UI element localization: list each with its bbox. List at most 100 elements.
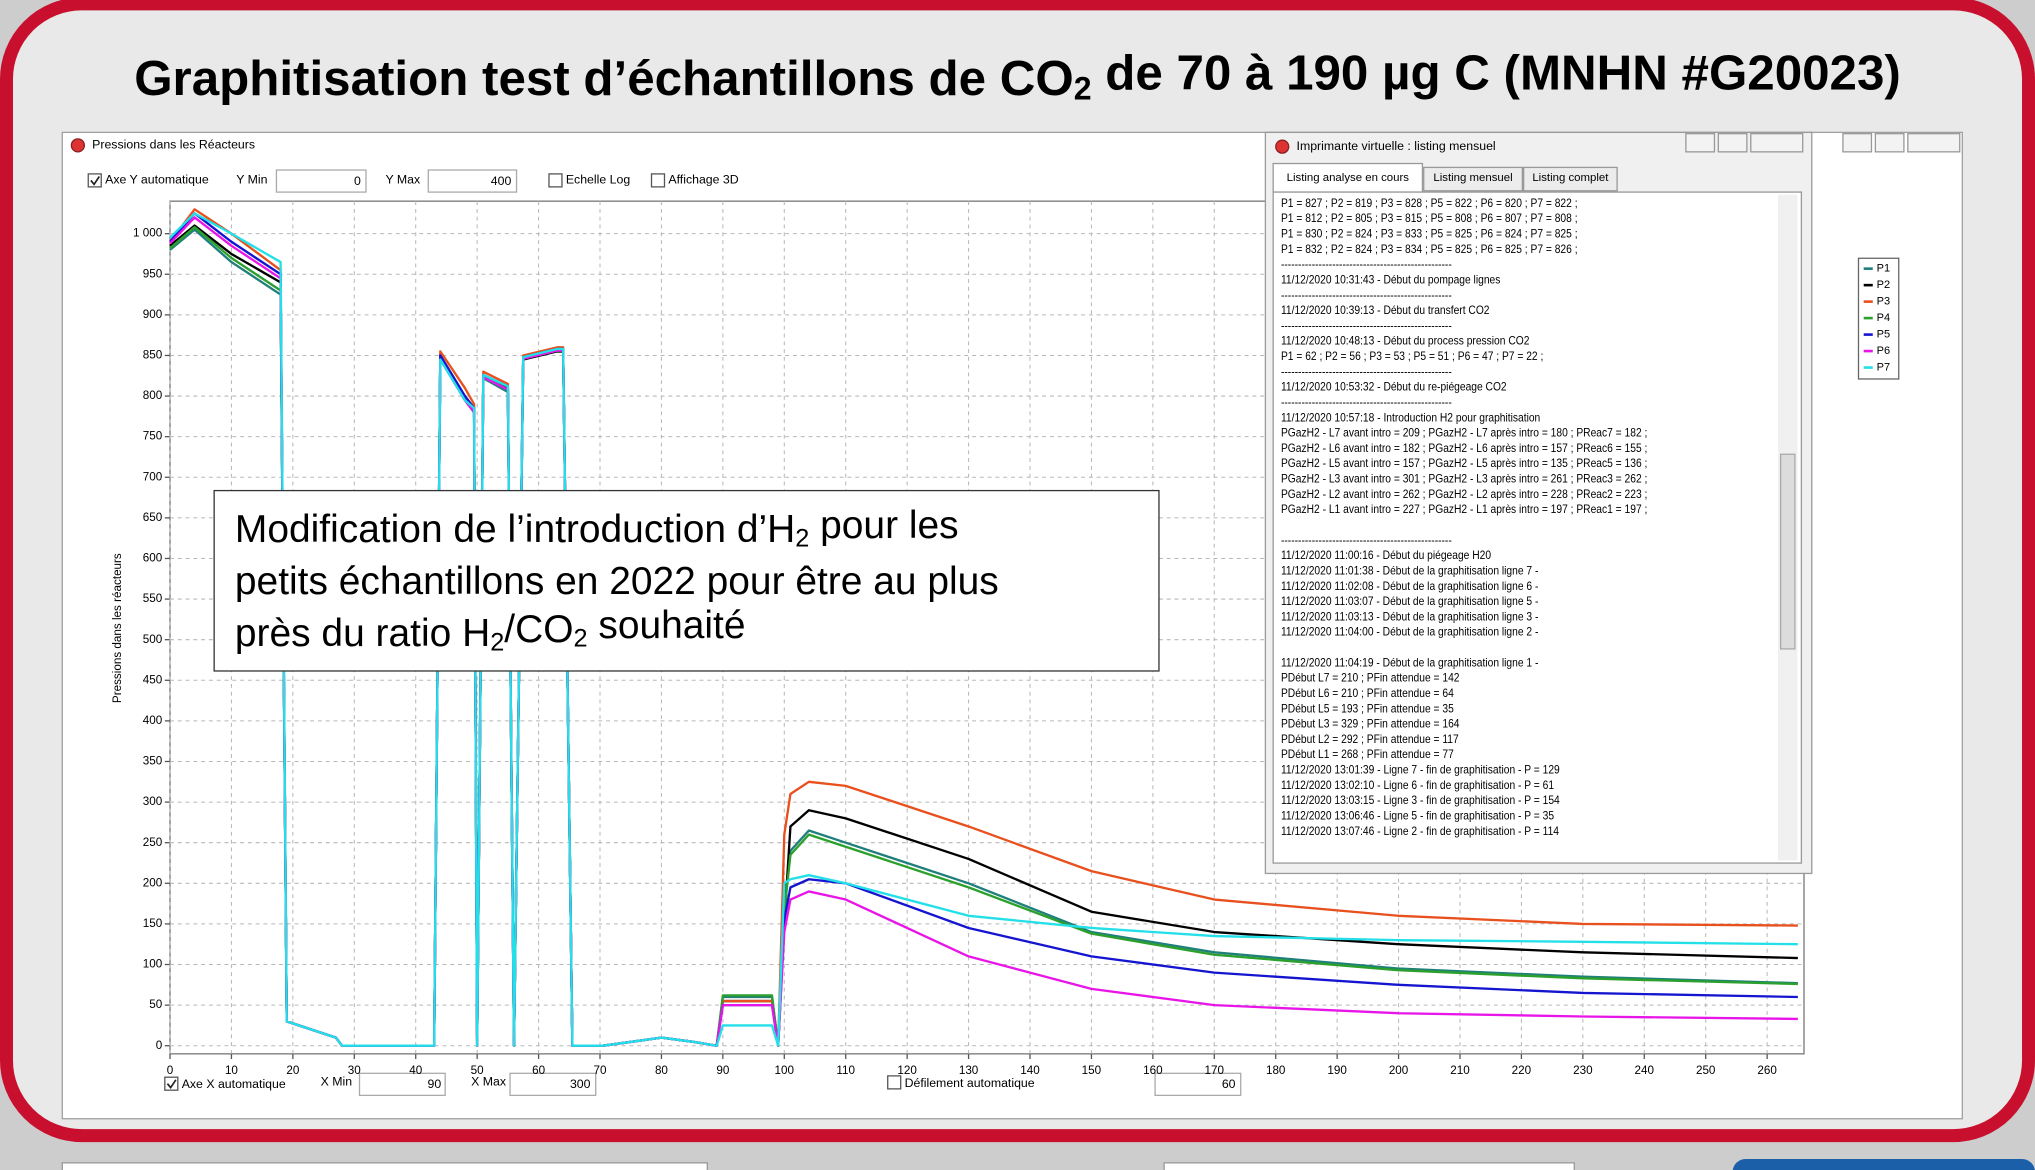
close-button[interactable] (1751, 134, 1803, 152)
window-icon (71, 139, 84, 152)
x-tick-label: 250 (1696, 1064, 1716, 1077)
x-tick-label: 130 (959, 1064, 979, 1077)
listing-line: PGazH2 - L2 avant intro = 262 ; PGazH2 -… (1281, 488, 1647, 501)
listing-line: 11/12/2020 11:04:19 - Début de la graphi… (1281, 657, 1539, 670)
bottom-box (1164, 1163, 1574, 1170)
listing-line: 11/12/2020 10:57:18 - Introduction H2 po… (1281, 412, 1540, 425)
checkbox[interactable] (88, 174, 101, 187)
page: { "title_parts": ["Graphitisation test d… (0, 0, 2035, 1170)
listing-line: PDébut L1 = 268 ; PFin attendue = 77 (1281, 749, 1454, 762)
annotation-line: petits échantillons en 2022 pour être au… (235, 560, 999, 603)
listing-line: 11/12/2020 10:53:32 - Début du re-piégea… (1281, 381, 1507, 394)
minimize-button[interactable] (1686, 134, 1715, 152)
y-tick-label: 550 (143, 592, 163, 605)
x-tick-label: 210 (1450, 1064, 1470, 1077)
x-tick-label: 230 (1573, 1064, 1593, 1077)
checkbox-label: Défilement automatique (905, 1076, 1035, 1090)
listing-line: ----------------------------------------… (1281, 396, 1452, 409)
x-tick-label: 170 (1205, 1064, 1225, 1077)
y-tick-label: 650 (143, 511, 163, 524)
text-segment: souhaité (588, 604, 746, 647)
x-tick-label: 50 (471, 1064, 484, 1077)
input[interactable] (276, 170, 366, 192)
listing-line: 11/12/2020 13:02:10 - Ligne 6 - fin de g… (1281, 779, 1554, 792)
slide-title: Graphitisation test d’échantillons de CO… (134, 46, 1901, 107)
checkbox[interactable] (549, 174, 562, 187)
subscript: 2 (795, 524, 809, 552)
legend-label: P6 (1877, 345, 1890, 357)
text-segment: Graphitisation test d’échantillons de CO (134, 51, 1074, 106)
text-segment: petits échantillons en 2022 pour être au… (235, 560, 999, 603)
x-tick-label: 30 (348, 1064, 361, 1077)
y-tick-label: 850 (143, 349, 163, 362)
x-tick-label: 120 (897, 1064, 917, 1077)
minimize-button[interactable] (1843, 134, 1872, 152)
y-tick-label: 100 (143, 958, 163, 971)
listing-line: ----------------------------------------… (1281, 366, 1452, 379)
x-tick-label: 200 (1389, 1064, 1409, 1077)
text-segment: Modification de l’introduction d’H (235, 508, 795, 551)
x-tick-label: 40 (409, 1064, 422, 1077)
x-tick-label: 0 (167, 1064, 174, 1077)
y-tick-label: 900 (143, 308, 163, 321)
y-tick-label: 300 (143, 795, 163, 808)
y-tick-label: 500 (143, 633, 163, 646)
subscript: 2 (490, 628, 504, 656)
listing-line: PGazH2 - L5 avant intro = 157 ; PGazH2 -… (1281, 458, 1647, 471)
x-tick-label: 20 (286, 1064, 299, 1077)
legend-label: P7 (1877, 361, 1890, 373)
x-tick-label: 90 (716, 1064, 729, 1077)
input-value: 60 (1222, 1077, 1236, 1091)
listing-line: ----------------------------------------… (1281, 534, 1452, 547)
subscript: 2 (1074, 71, 1092, 107)
checkbox[interactable] (888, 1076, 901, 1089)
listing-line: PGazH2 - L7 avant intro = 209 ; PGazH2 -… (1281, 427, 1647, 440)
x-tick-label: 10 (225, 1064, 238, 1077)
listing-line: PGazH2 - L3 avant intro = 301 ; PGazH2 -… (1281, 473, 1647, 486)
input-value: 400 (491, 174, 512, 188)
listing-line: P1 = 832 ; P2 = 824 ; P3 = 834 ; P5 = 82… (1281, 243, 1578, 256)
listing-line: PDébut L7 = 210 ; PFin attendue = 142 (1281, 672, 1460, 685)
screenshot: Graphitisation test d’échantillons de CO… (0, 0, 2035, 1170)
bottom-box (62, 1163, 707, 1170)
x-tick-label: 240 (1635, 1064, 1655, 1077)
y-tick-label: 1 000 (133, 227, 163, 240)
x-tick-label: 160 (1143, 1064, 1163, 1077)
listing-line: 11/12/2020 11:00:16 - Début du piégeage … (1281, 549, 1491, 562)
x-tick-label: 180 (1266, 1064, 1286, 1077)
checkbox[interactable] (165, 1077, 178, 1090)
x-tick-label: 100 (775, 1064, 795, 1077)
legend-label: P5 (1877, 328, 1890, 340)
checkbox-label: Axe X automatique (182, 1077, 286, 1091)
text-segment: de 70 à 190 µg C (MNHN #G20023) (1092, 46, 1901, 101)
annotation-line: Modification de l’introduction d’H2 pour… (235, 504, 959, 552)
listing-line: 11/12/2020 10:39:13 - Début du transfert… (1281, 304, 1490, 317)
x-tick-label: 70 (594, 1064, 607, 1077)
window-icon (1276, 140, 1289, 153)
text-segment: près du ratio H (235, 612, 490, 655)
y-tick-label: 350 (143, 755, 163, 768)
listing-line: PGazH2 - L1 avant intro = 227 ; PGazH2 -… (1281, 504, 1647, 517)
checkbox[interactable] (652, 174, 665, 187)
listing-line: 11/12/2020 10:48:13 - Début du process p… (1281, 335, 1529, 348)
y-tick-label: 50 (149, 998, 162, 1011)
annotation: Modification de l’introduction d’H2 pour… (214, 491, 1159, 671)
x-tick-label: 260 (1757, 1064, 1777, 1077)
listing-line: 11/12/2020 13:03:15 - Ligne 3 - fin de g… (1281, 795, 1560, 808)
listing-line: 11/12/2020 11:04:00 - Début de la graphi… (1281, 626, 1539, 639)
y-tick-label: 700 (143, 470, 163, 483)
x-tick-label: 60 (532, 1064, 545, 1077)
scroll-thumb[interactable] (1781, 454, 1795, 649)
listing-line: P1 = 827 ; P2 = 819 ; P3 = 828 ; P5 = 82… (1281, 197, 1578, 210)
field-label: Y Min (236, 173, 267, 187)
close-button[interactable] (1908, 134, 1960, 152)
maximize-button[interactable] (1875, 134, 1904, 152)
listing-line: PDébut L3 = 329 ; PFin attendue = 164 (1281, 718, 1460, 731)
window-title: Pressions dans les Réacteurs (92, 138, 255, 152)
listing-line: P1 = 830 ; P2 = 824 ; P3 = 833 ; P5 = 82… (1281, 228, 1578, 241)
listing-line: PGazH2 - L6 avant intro = 182 ; PGazH2 -… (1281, 442, 1647, 455)
y-tick-label: 750 (143, 430, 163, 443)
maximize-button[interactable] (1718, 134, 1747, 152)
y-tick-label: 450 (143, 673, 163, 686)
